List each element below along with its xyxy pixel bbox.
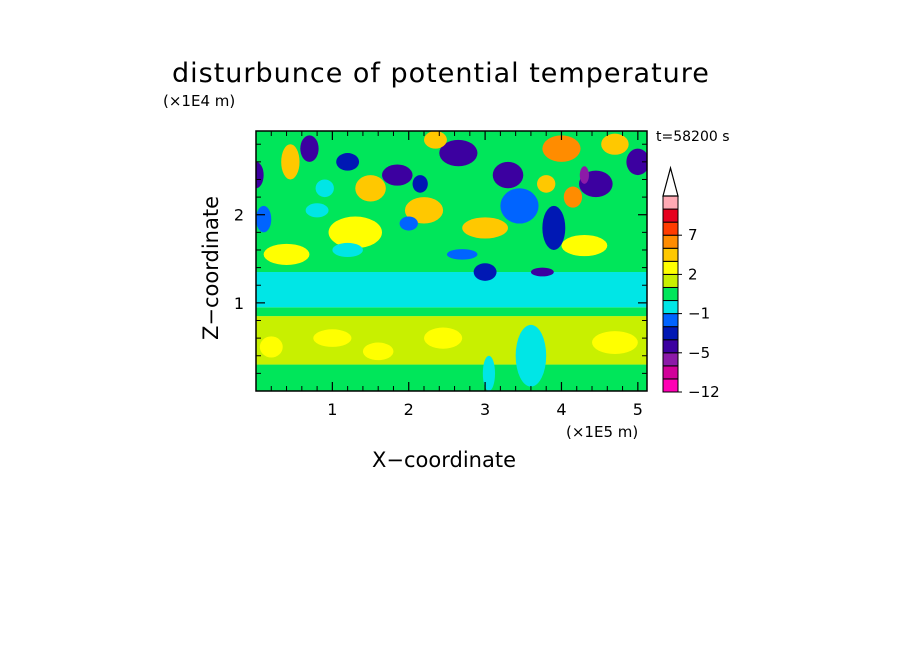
field-blob-20 — [530, 267, 554, 277]
colorbar-segment-1 — [662, 365, 679, 380]
field-blob-24 — [281, 144, 300, 180]
field-blob-21 — [446, 249, 478, 260]
field-blob-28 — [439, 139, 478, 167]
colorbar-label: −12 — [688, 383, 720, 401]
field-blob-23 — [256, 161, 264, 189]
field-blob-33 — [537, 175, 556, 193]
field-blob-17 — [256, 205, 272, 233]
colorbar-label: 2 — [688, 265, 698, 283]
field-blob-13 — [328, 216, 383, 249]
y-axis-unit: (×1E4 m) — [163, 92, 236, 110]
field-blob-42 — [399, 216, 418, 231]
colorbar-segment-12 — [662, 221, 679, 236]
x-tick-label-2: 2 — [404, 400, 414, 419]
y-tick-label-2: 2 — [234, 206, 244, 225]
plot-frame — [255, 130, 648, 392]
field-blob-40 — [315, 179, 334, 198]
x-tick-label-3: 3 — [480, 400, 490, 419]
colorbar-segment-8 — [662, 273, 679, 288]
colorbar-segment-7 — [662, 286, 679, 302]
field-blob-25 — [300, 135, 319, 162]
y-tick-label-1: 1 — [234, 294, 244, 313]
field-blob-29 — [492, 161, 524, 189]
field-blob-11 — [482, 355, 496, 391]
field-blob-34 — [601, 133, 629, 155]
colorbar-label: 7 — [688, 226, 698, 244]
colorbar-segment-0 — [662, 378, 679, 393]
colorbar-segment-14 — [662, 195, 679, 210]
x-tick-label-4: 4 — [556, 400, 566, 419]
field-band-0 — [256, 364, 647, 391]
colorbar-segment-5 — [662, 313, 679, 328]
colorbar-label: −5 — [688, 344, 710, 362]
field-blob-10 — [515, 324, 547, 387]
field-blob-31 — [626, 148, 647, 176]
field-blob-6 — [313, 329, 352, 347]
field-blob-36 — [355, 175, 386, 202]
field-blob-39 — [579, 166, 589, 184]
field-blob-8 — [424, 327, 463, 349]
field-blob-35 — [424, 131, 447, 149]
chart-title: disturbunce of potential temperature — [172, 58, 710, 89]
field-blob-7 — [362, 342, 394, 361]
colorbar-segment-6 — [662, 300, 679, 315]
field-blob-19 — [473, 263, 497, 281]
colorbar-extend-arrow — [662, 165, 679, 197]
colorbar-segment-11 — [662, 234, 679, 249]
field-blob-14 — [404, 197, 444, 224]
field-blob-32 — [542, 135, 581, 162]
field-blob-37 — [412, 175, 428, 193]
field-blob-16 — [561, 235, 608, 257]
x-ticks: 1 2 3 4 5 — [270, 131, 643, 419]
x-axis-label: X−coordinate — [372, 448, 516, 472]
colorbar: −12−5−127 — [662, 165, 720, 401]
field-blob-5 — [259, 336, 283, 358]
time-label: t=58200 s — [656, 129, 730, 145]
field-blob-38 — [563, 186, 583, 208]
colorbar-segment-3 — [662, 339, 679, 354]
colorbar-segment-4 — [662, 326, 679, 341]
colorbar-label: −1 — [688, 305, 710, 323]
colorbar-segment-2 — [662, 352, 679, 367]
x-tick-label-5: 5 — [633, 400, 643, 419]
field-blob-15 — [462, 217, 509, 239]
field-blob-26 — [336, 153, 360, 171]
colorbar-segment-13 — [662, 208, 679, 223]
field-blob-18 — [332, 242, 363, 258]
y-ticks: 12 — [234, 143, 647, 374]
plot-area — [256, 131, 647, 391]
field-blob-22 — [500, 188, 539, 224]
field-blob-12 — [263, 243, 310, 265]
colorbar-segment-9 — [662, 260, 679, 275]
field-blob-41 — [542, 205, 566, 250]
field-band-3 — [256, 272, 647, 308]
colorbar-segment-10 — [662, 247, 679, 262]
field-blob-43 — [305, 203, 329, 218]
field-blob-27 — [382, 164, 413, 186]
field-blob-9 — [592, 331, 638, 354]
x-axis-unit: (×1E5 m) — [566, 423, 639, 441]
field-band-2 — [256, 307, 647, 317]
x-tick-label-1: 1 — [327, 400, 337, 419]
